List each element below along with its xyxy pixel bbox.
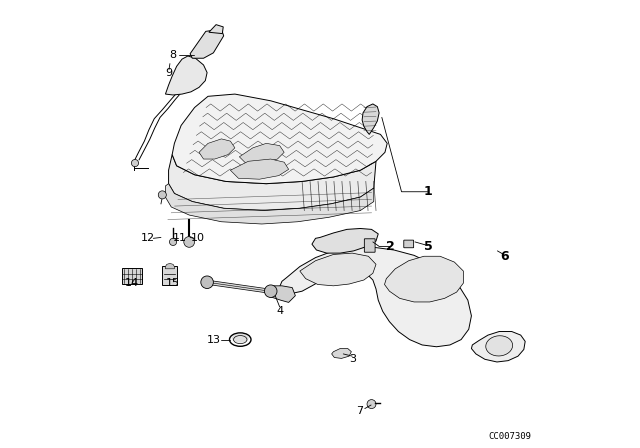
Text: 8: 8 (170, 50, 177, 60)
Text: 6: 6 (500, 250, 509, 263)
Ellipse shape (486, 336, 513, 356)
Polygon shape (165, 263, 174, 269)
Polygon shape (312, 228, 378, 253)
Text: 14: 14 (125, 278, 139, 288)
Circle shape (264, 285, 277, 297)
Text: 15: 15 (166, 278, 180, 288)
Polygon shape (362, 104, 379, 134)
Circle shape (201, 276, 213, 289)
Polygon shape (172, 94, 387, 184)
Text: 5: 5 (424, 240, 433, 253)
Polygon shape (270, 286, 296, 302)
Polygon shape (199, 139, 235, 159)
Text: 2: 2 (387, 240, 395, 253)
Polygon shape (239, 143, 284, 164)
Circle shape (158, 191, 166, 199)
Text: 10: 10 (191, 233, 205, 243)
Text: 9: 9 (166, 68, 173, 78)
Text: 12: 12 (140, 233, 155, 243)
Text: 3: 3 (349, 354, 356, 364)
Circle shape (131, 159, 139, 167)
Text: CC007309: CC007309 (488, 432, 531, 441)
Circle shape (170, 238, 177, 246)
Text: 11: 11 (173, 233, 188, 243)
Polygon shape (472, 332, 525, 362)
Text: 13: 13 (206, 335, 220, 345)
Polygon shape (190, 29, 224, 58)
Polygon shape (300, 253, 376, 286)
Polygon shape (168, 155, 376, 211)
Polygon shape (209, 25, 223, 34)
Ellipse shape (232, 334, 249, 343)
FancyBboxPatch shape (162, 266, 177, 285)
Text: 7: 7 (356, 406, 363, 416)
Polygon shape (165, 184, 374, 224)
Circle shape (367, 400, 376, 409)
Polygon shape (385, 256, 463, 302)
Polygon shape (332, 349, 351, 358)
FancyBboxPatch shape (122, 268, 142, 284)
Polygon shape (165, 56, 207, 95)
FancyBboxPatch shape (404, 240, 413, 248)
Polygon shape (280, 247, 472, 347)
Circle shape (184, 237, 195, 247)
Polygon shape (230, 159, 289, 179)
Text: 4: 4 (276, 306, 284, 316)
FancyBboxPatch shape (364, 239, 375, 252)
Text: 1: 1 (423, 185, 432, 198)
